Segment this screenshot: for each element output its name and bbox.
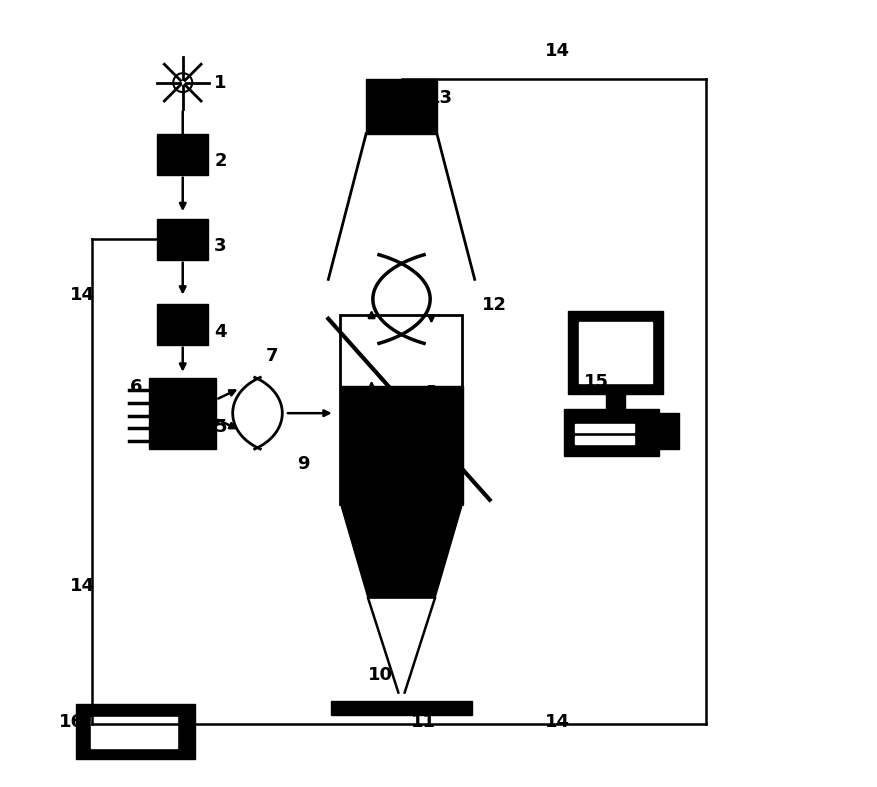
Bar — [366, 79, 437, 134]
Text: 5: 5 — [214, 419, 227, 436]
Bar — [574, 424, 634, 432]
Bar — [565, 409, 659, 456]
Bar — [157, 219, 208, 260]
Text: 14: 14 — [545, 42, 570, 60]
Text: 10: 10 — [367, 667, 393, 684]
Bar — [90, 717, 177, 748]
Text: 14: 14 — [70, 578, 96, 595]
Text: 16: 16 — [59, 713, 84, 730]
Text: 15: 15 — [584, 373, 610, 390]
Bar — [340, 315, 462, 504]
Text: 14: 14 — [545, 713, 570, 730]
Text: 11: 11 — [411, 713, 436, 730]
Text: 9: 9 — [296, 456, 310, 473]
Text: 2: 2 — [214, 153, 227, 170]
Text: 8: 8 — [423, 403, 435, 420]
Bar — [574, 436, 634, 444]
Polygon shape — [657, 413, 679, 449]
Bar — [157, 134, 208, 175]
Bar — [76, 704, 195, 759]
Text: 7: 7 — [266, 347, 278, 364]
Bar — [340, 386, 462, 504]
Bar — [568, 311, 663, 394]
Text: 4: 4 — [214, 323, 227, 341]
Text: 6: 6 — [130, 379, 142, 396]
Text: 13: 13 — [428, 90, 453, 107]
Bar — [157, 304, 208, 345]
Text: 1: 1 — [214, 74, 227, 91]
Text: 12: 12 — [481, 297, 507, 314]
Bar — [149, 378, 216, 449]
Text: 14: 14 — [70, 286, 96, 304]
Polygon shape — [340, 504, 462, 598]
Bar — [331, 701, 473, 715]
Bar — [606, 392, 625, 408]
Text: 3: 3 — [214, 237, 227, 254]
Bar — [580, 322, 652, 383]
